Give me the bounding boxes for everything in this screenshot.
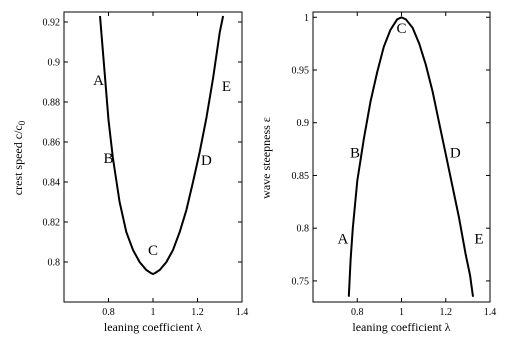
y-tick-label: 0.75 xyxy=(292,276,310,287)
y-axis-title-subscript: 0 xyxy=(17,120,27,125)
point-label-e: E xyxy=(222,79,231,95)
series-line xyxy=(347,16,474,297)
y-tick-label: 0.9 xyxy=(48,58,61,69)
x-tick-label: 1 xyxy=(399,307,404,318)
x-tick-label: 1 xyxy=(151,307,156,318)
y-tick-label: 0.9 xyxy=(297,118,310,129)
point-label-e: E xyxy=(474,232,483,248)
y-tick-label: 0.86 xyxy=(43,138,61,149)
y-tick-label: 0.88 xyxy=(43,98,61,109)
point-label-b: B xyxy=(350,145,360,161)
y-tick-label: 0.82 xyxy=(43,218,61,229)
point-label-d: D xyxy=(450,145,461,161)
x-tick-label: 0.8 xyxy=(102,307,115,318)
x-axis-title: leaning coefficient λ xyxy=(352,320,450,334)
y-tick-label: 0.95 xyxy=(292,66,310,77)
plot-frame xyxy=(312,11,491,303)
x-tick-label: 1.4 xyxy=(484,307,497,318)
point-label-b: B xyxy=(103,151,113,167)
y-tick-label: 0.8 xyxy=(48,258,61,269)
y-axis-title: crest speed c/c0 xyxy=(11,120,27,195)
y-tick-label: 0.8 xyxy=(297,224,310,235)
y-tick-label: 0.92 xyxy=(43,18,61,29)
y-tick-label: 0.84 xyxy=(43,178,61,189)
point-label-c: C xyxy=(396,21,406,37)
y-tick-label: 0.85 xyxy=(292,171,310,182)
x-tick-label: 1.2 xyxy=(440,307,453,318)
right-chart: 0.8 1 1.2 1.4 0.75 0.8 0.85 0.9 0.95 1 A B C D Eleanin… xyxy=(259,11,497,334)
point-label-d: D xyxy=(201,153,212,169)
point-label-a: A xyxy=(337,232,348,248)
y-axis-title: wave steepness ε xyxy=(259,117,273,199)
x-tick-label: 1.2 xyxy=(191,307,204,318)
point-label-a: A xyxy=(93,73,104,89)
x-tick-label: 0.8 xyxy=(351,307,364,318)
left-chart: 0.8 1 1.2 1.4 0.8 0.82 0.84 0.86 0.88 0.9 0.92 A B C D… xyxy=(11,11,249,334)
series-line xyxy=(99,15,225,276)
y-tick-label: 1 xyxy=(304,13,309,24)
x-axis-title: leaning coefficient λ xyxy=(104,320,202,334)
point-label-c: C xyxy=(148,243,158,259)
x-tick-label: 1.4 xyxy=(236,307,249,318)
